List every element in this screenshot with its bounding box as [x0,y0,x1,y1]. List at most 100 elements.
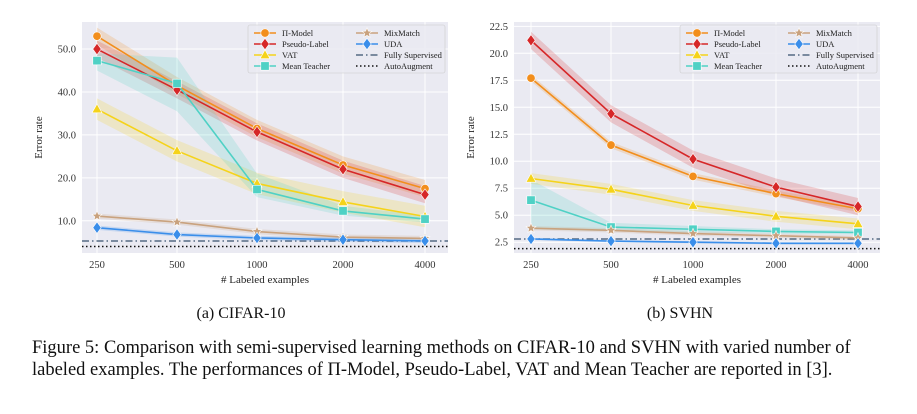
mixmatch-point [605,224,617,236]
x-tick-label: 500 [603,260,619,271]
uda-point [853,237,863,250]
pseudo-label-point [526,34,536,47]
legend-item-autoaugment: AutoAugment [356,61,433,71]
vat-point [605,183,617,194]
mean-teacher-point [252,184,262,194]
legend-marker [362,37,372,51]
legend-item-fully-supervised: Fully Supervised [788,50,875,60]
legend-item-pi-model: Π-Model [686,28,746,38]
y-axis-label: Error rate [33,116,45,159]
legend-item-vat: VAT [254,49,298,60]
legend-label: MixMatch [384,28,421,38]
legend-item-mean-teacher: Mean Teacher [254,61,330,71]
x-tick-label: 1000 [683,260,704,271]
legend-label: Fully Supervised [816,50,875,60]
uda-point [172,228,182,241]
pi-model-band [97,27,425,198]
y-tick-label: 10.0 [490,157,508,168]
legend-label: Fully Supervised [384,50,443,60]
chart-cifar10: 10.0 20.0 30.0 40.0 50.0 250 500 1000 2000 4000 # … [33,22,448,322]
uda-point [688,235,698,249]
figure-caption: Figure 5: Comparison with semi-supervise… [32,338,851,380]
x-tick-label: 2000 [766,260,787,271]
legend-marker [794,37,804,51]
legend-label: VAT [282,50,298,60]
legend-item-uda: UDA [788,37,835,51]
vat-point [852,218,864,228]
legend-marker [260,28,270,38]
x-tick-label: 4000 [415,260,436,271]
legend-label: Mean Teacher [714,61,762,71]
mixmatch-point [525,222,537,234]
pi-model-point [688,171,698,181]
legend-item-fully-supervised: Fully Supervised [356,50,443,60]
uda-point [420,234,430,248]
legend-marker [692,28,702,38]
subcaption: (b) SVHN [647,305,714,322]
y-tick-label: 30.0 [58,130,76,141]
pseudo-label-point [771,180,781,194]
plot-series [514,31,880,250]
vat-point [337,196,349,206]
y-tick-label: 22.5 [490,22,508,33]
uda-point [771,237,781,250]
y-tick-label: 2.5 [495,238,508,249]
y-tick-label: 5.0 [495,211,508,222]
x-tick-label: 250 [89,260,105,271]
y-tick-label: 40.0 [58,87,76,98]
legend-label: UDA [384,39,403,49]
legend-label: AutoAugment [816,61,865,71]
mean-teacher-point [172,78,182,88]
legend-item-uda: UDA [356,37,403,51]
legend-item-autoaugment: AutoAugment [788,61,865,71]
mean-teacher-point [92,56,102,66]
pi-model-point [92,31,102,41]
y-tick-label: 17.5 [490,76,508,87]
legend-label: AutoAugment [384,61,433,71]
mean-teacher-point [338,206,348,216]
y-tick-label: 20.0 [490,49,508,60]
plot-series [82,27,448,248]
legend-item-pseudo-label: Pseudo-Label [254,37,329,51]
pseudo-label-point [420,188,430,201]
y-tick-label: 50.0 [58,45,76,56]
legend-marker [260,61,270,71]
figure-canvas: 10.0 20.0 30.0 40.0 50.0 250 500 1000 2000 4000 # … [33,22,880,322]
uda-point [252,231,262,245]
legend-label: Mean Teacher [282,61,330,71]
pi-model-point [526,73,536,83]
pseudo-label-band [531,31,858,216]
legend-label: Pseudo-Label [282,39,329,49]
mixmatch-point [687,227,699,239]
pseudo-label-point [688,152,698,166]
vat-point [171,144,183,155]
legend-item-mean-teacher: Mean Teacher [686,61,762,71]
pseudo-label-point [92,42,102,56]
legend-label: Π-Model [282,28,314,38]
pseudo-label-point [338,163,348,176]
y-tick-label: 12.5 [490,130,508,141]
uda-point [526,232,536,246]
x-tick-label: 2000 [333,260,354,271]
x-tick-label: 500 [169,260,185,271]
uda-point [92,221,102,234]
mean-teacher-band [97,53,425,223]
mean-teacher-point [420,214,430,224]
pi-model-point [606,140,616,150]
y-tick-label: 20.0 [58,173,76,184]
mixmatch-point [171,216,183,227]
y-tick-label: 7.5 [495,184,508,195]
chart-svhn: 2.5 5.0 7.5 10.0 12.5 15.0 17.5 20.0 22.5 250 500 1… [465,22,880,322]
uda-point [606,234,616,248]
legend-label: Pseudo-Label [714,39,761,49]
x-tick-label: 250 [523,260,539,271]
legend-item-mixmatch: MixMatch [788,27,853,38]
mixmatch-point [91,210,103,221]
x-axis-label: # Labeled examples [221,274,309,286]
x-tick-label: 1000 [247,260,268,271]
legend-label: VAT [714,50,730,60]
subcaption: (a) CIFAR-10 [196,305,285,322]
vat-point [525,172,537,183]
pseudo-label-point [606,107,616,120]
pseudo-label-point [853,200,863,213]
